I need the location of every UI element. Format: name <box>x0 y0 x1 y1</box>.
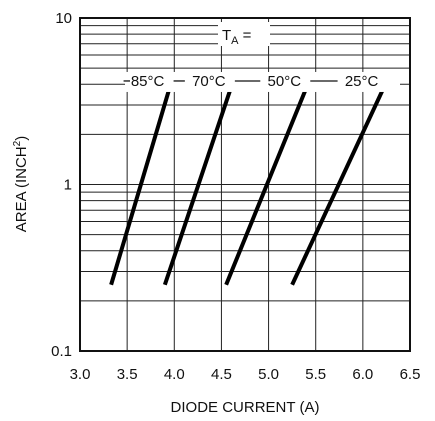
x-tick-label: 4.0 <box>164 366 185 383</box>
y-axis-title: AREA (INCH2) <box>12 136 30 232</box>
x-tick-label: 6.5 <box>400 366 421 383</box>
plot-frame <box>79 17 411 352</box>
series-line-0 <box>109 87 172 286</box>
x-tick-label: 5.0 <box>258 366 279 383</box>
y-tick-label: 10 <box>55 10 72 27</box>
y-axis-title-sup: 2 <box>12 140 23 146</box>
annotation-sub: A <box>231 35 239 47</box>
series-lines <box>109 87 386 286</box>
x-tick-label: 3.0 <box>70 366 91 383</box>
grid <box>79 18 411 351</box>
series-line-3 <box>290 87 386 286</box>
series-line-2 <box>224 87 309 286</box>
y-axis-title-end: ) <box>13 136 30 141</box>
x-tick-label: 3.5 <box>117 366 138 383</box>
x-axis-title: DIODE CURRENT (A) <box>171 399 320 416</box>
x-tick-labels: 3.0 3.5 4.0 4.5 5.0 5.5 6.0 6.5 <box>70 366 421 383</box>
y-tick-labels: 0.1 1 10 <box>51 10 72 360</box>
x-tick-label: 6.0 <box>352 366 373 383</box>
series-labels: 85°C 70°C 50°C 25°C <box>123 71 400 92</box>
series-label-3: 25°C <box>345 73 379 90</box>
x-tick-label: 4.5 <box>211 366 232 383</box>
y-tick-label: 0.1 <box>51 343 72 360</box>
label-row-background <box>125 71 400 92</box>
annotation-end: = <box>239 27 252 44</box>
annotation-background <box>218 22 270 46</box>
series-label-2: 50°C <box>268 73 302 90</box>
temperature-annotation: TA = <box>222 27 252 47</box>
series-label-1: 70°C <box>192 73 226 90</box>
annotation-main: T <box>222 27 231 44</box>
x-tick-label: 5.5 <box>305 366 326 383</box>
series-line-1 <box>162 87 233 286</box>
series-label-0: 85°C <box>131 73 165 90</box>
y-axis-title-main: AREA (INCH <box>13 146 30 232</box>
y-tick-label: 1 <box>64 177 72 194</box>
